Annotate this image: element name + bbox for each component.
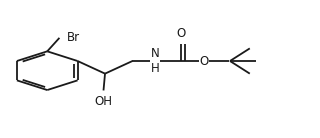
Text: O: O [177,27,186,40]
Text: Br: Br [67,30,80,43]
Text: N
H: N H [151,47,160,75]
Text: O: O [199,55,209,67]
Text: OH: OH [94,95,113,108]
